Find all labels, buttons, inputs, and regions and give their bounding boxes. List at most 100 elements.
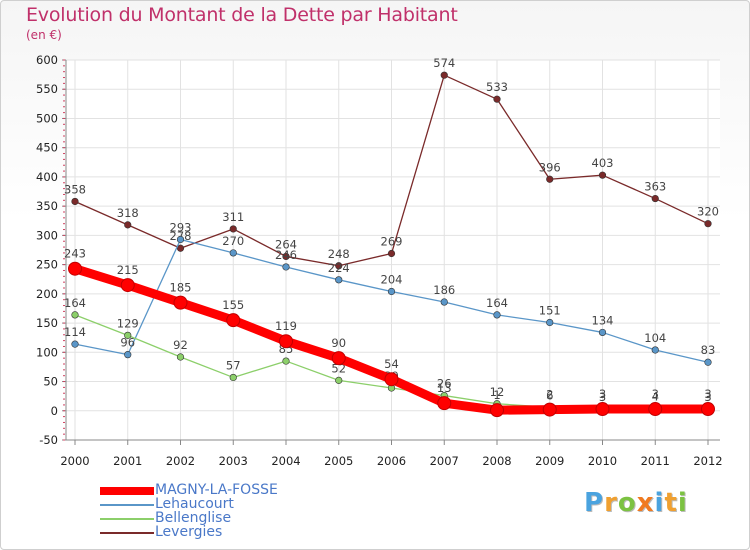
y-tick-label: 350: [36, 199, 58, 213]
data-label: 3: [599, 387, 606, 401]
series-levergies: 358318278311264248269574533396403363320: [64, 56, 719, 270]
data-label: 83: [701, 343, 716, 357]
data-point: [437, 396, 452, 411]
x-tick-label: 2001: [113, 454, 142, 468]
data-point: [229, 373, 237, 382]
data-point: [176, 353, 185, 361]
data-point: [546, 175, 554, 183]
y-tick-label: 150: [36, 316, 58, 330]
proxiti-logo: Proxiti: [584, 488, 688, 518]
data-point: [598, 328, 607, 337]
data-label: 13: [437, 381, 452, 395]
legend-label: MAGNY-LA-FOSSE: [155, 482, 278, 498]
legend-swatch: [100, 487, 154, 495]
y-tick-label: 0: [51, 404, 58, 418]
data-label: 92: [173, 338, 188, 352]
data-label: 96: [120, 336, 135, 350]
data-label: 134: [592, 313, 614, 327]
data-label: 396: [539, 160, 561, 174]
data-point: [546, 318, 554, 327]
data-label: 269: [381, 235, 403, 249]
logo-letter: P: [584, 488, 605, 518]
data-label: 104: [644, 331, 666, 345]
y-tick-label: -50: [39, 433, 58, 447]
legend-label: Lehaucourt: [155, 496, 234, 512]
data-label: 243: [64, 247, 86, 261]
data-label: 6: [546, 388, 553, 402]
logo-letter: i: [654, 488, 665, 518]
chart-unit-label: (en €): [26, 28, 62, 42]
x-tick-label: 2011: [641, 454, 670, 468]
data-point: [229, 249, 237, 257]
series-lehaucourt: 114 96 293 270 246 224 204 186 164 151 134 104 83: [64, 220, 716, 366]
data-label: 4: [652, 389, 659, 403]
data-point: [440, 298, 448, 306]
legend-swatch: [100, 518, 154, 520]
data-label: 403: [592, 156, 614, 170]
data-label: 114: [64, 325, 86, 339]
legend-label: Levergies: [155, 524, 223, 540]
data-point: [71, 197, 79, 206]
data-point: [335, 276, 343, 284]
data-label: 1: [493, 388, 500, 402]
logo-letter: x: [636, 488, 655, 518]
data-point: [124, 221, 132, 229]
data-point: [124, 331, 132, 339]
data-label: 129: [117, 316, 139, 330]
data-point: [651, 194, 659, 203]
data-label: 318: [117, 206, 139, 220]
x-tick-label: 2008: [482, 454, 511, 468]
data-point: [387, 287, 396, 296]
data-label: 3: [599, 390, 606, 404]
y-tick-label: 50: [43, 375, 58, 389]
data-point: [120, 278, 135, 293]
data-label: 2: [546, 388, 553, 402]
data-point: [226, 313, 241, 328]
data-label: 270: [222, 234, 244, 248]
data-point: [71, 311, 79, 319]
y-tick-label: 550: [36, 82, 58, 96]
data-label: 358: [64, 182, 86, 196]
x-tick-label: 2012: [693, 454, 722, 468]
data-point: [595, 402, 610, 417]
y-tick-label: 300: [36, 228, 58, 242]
data-point: [279, 334, 293, 349]
data-point: [440, 71, 448, 79]
data-point: [387, 249, 396, 258]
data-label: 185: [170, 281, 192, 295]
data-label: 311: [222, 210, 244, 224]
data-label: 3: [704, 387, 711, 401]
data-point: [176, 235, 185, 244]
data-point: [335, 376, 343, 384]
data-point: [704, 220, 712, 228]
data-point: [701, 402, 715, 417]
x-tick-label: 2003: [219, 454, 248, 468]
data-label: 119: [275, 319, 297, 333]
logo-letter: t: [664, 488, 678, 518]
data-point: [598, 171, 607, 179]
data-label: 186: [433, 283, 455, 297]
data-label: 215: [117, 263, 139, 277]
data-label: 533: [486, 80, 508, 94]
y-tick-label: 400: [36, 170, 58, 184]
data-point: [71, 340, 79, 348]
data-label: 57: [226, 358, 241, 372]
data-point: [229, 225, 237, 233]
data-label: 224: [328, 261, 350, 275]
x-tick-label: 2002: [166, 454, 195, 468]
data-label: 3: [652, 387, 659, 401]
logo-letter: r: [604, 488, 618, 518]
data-point: [176, 244, 185, 252]
legend-label: Bellenglise: [155, 510, 232, 526]
data-point: [173, 295, 188, 310]
data-point: [335, 262, 343, 270]
data-point: [704, 358, 712, 366]
y-tick-label: 250: [36, 258, 58, 272]
data-point: [384, 372, 399, 387]
x-tick-label: 2004: [271, 454, 300, 468]
logo-letter: o: [617, 488, 637, 518]
data-point: [493, 95, 501, 103]
data-point: [651, 346, 659, 354]
